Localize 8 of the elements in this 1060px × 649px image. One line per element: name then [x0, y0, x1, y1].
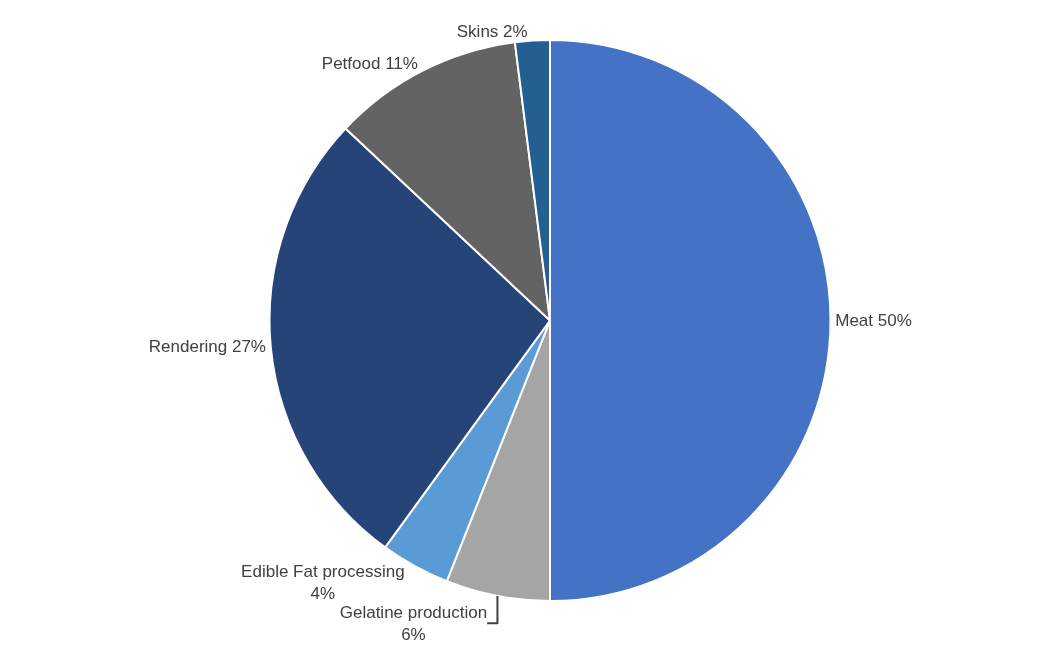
slice-label: Gelatine production: [339, 602, 488, 622]
slice-label: Edible Fat processing: [241, 561, 405, 581]
slice-label: Skins 2%: [456, 21, 528, 41]
slice-label: Meat 50%: [835, 311, 912, 330]
data-label: 6%: [401, 624, 426, 644]
slice-label: Petfood 11%: [321, 53, 418, 73]
slice-label: Rendering 27%: [148, 337, 266, 357]
data-label: 4%: [310, 583, 336, 603]
